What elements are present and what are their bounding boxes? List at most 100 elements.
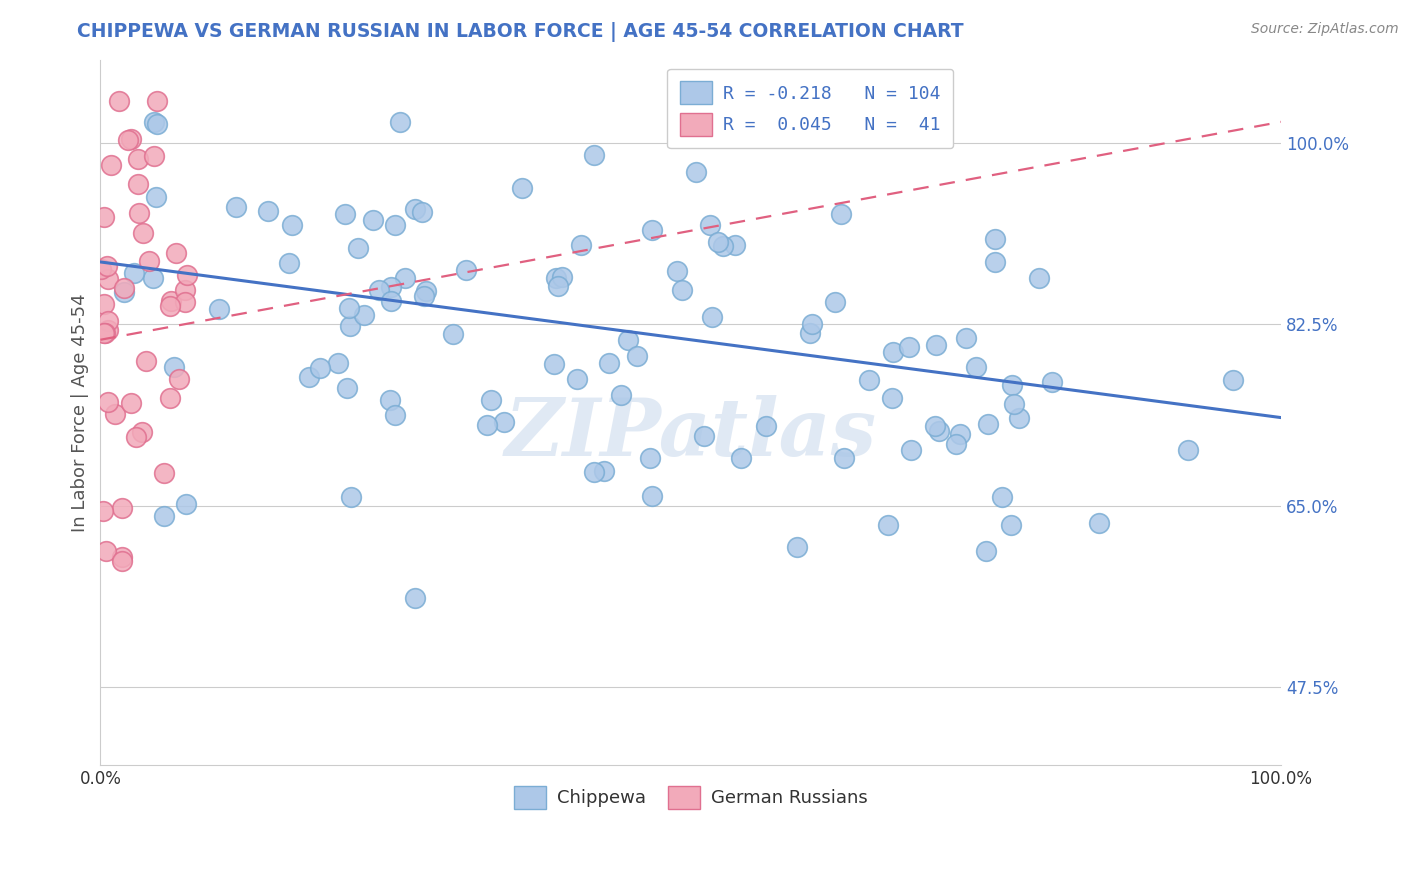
Point — [308, 361, 330, 376]
Point — [641, 489, 664, 503]
Point — [353, 308, 375, 322]
Point — [160, 294, 183, 309]
Point — [583, 148, 606, 162]
Point — [441, 327, 464, 342]
Point — [582, 465, 605, 479]
Legend: Chippewa, German Russians: Chippewa, German Russians — [506, 779, 875, 816]
Point — [277, 256, 299, 270]
Point — [339, 319, 361, 334]
Point — [882, 345, 904, 359]
Point — [112, 281, 135, 295]
Point — [858, 373, 880, 387]
Point — [167, 371, 190, 385]
Point — [641, 223, 664, 237]
Point — [786, 540, 808, 554]
Point — [1004, 397, 1026, 411]
Point — [882, 392, 904, 406]
Point — [547, 278, 569, 293]
Point — [900, 442, 922, 457]
Point — [138, 253, 160, 268]
Point — [492, 415, 515, 429]
Point — [336, 381, 359, 395]
Point — [100, 158, 122, 172]
Point — [159, 391, 181, 405]
Point — [127, 153, 149, 167]
Point — [384, 408, 406, 422]
Point — [984, 232, 1007, 246]
Point — [142, 115, 165, 129]
Point — [337, 301, 360, 315]
Point — [666, 264, 689, 278]
Point — [404, 591, 426, 606]
Point — [111, 500, 134, 515]
Point — [361, 212, 384, 227]
Point — [163, 360, 186, 375]
Point — [384, 218, 406, 232]
Point — [174, 497, 197, 511]
Point — [411, 205, 433, 219]
Point — [949, 426, 972, 441]
Point — [127, 177, 149, 191]
Point — [135, 354, 157, 368]
Point — [569, 238, 592, 252]
Point — [1000, 518, 1022, 533]
Point — [380, 392, 402, 407]
Point — [340, 490, 363, 504]
Point — [610, 388, 633, 402]
Text: CHIPPEWA VS GERMAN RUSSIAN IN LABOR FORCE | AGE 45-54 CORRELATION CHART: CHIPPEWA VS GERMAN RUSSIAN IN LABOR FORC… — [77, 22, 965, 42]
Point — [876, 518, 898, 533]
Point — [925, 338, 948, 352]
Point — [755, 418, 778, 433]
Point — [153, 509, 176, 524]
Point — [598, 356, 620, 370]
Point — [120, 396, 142, 410]
Point — [1008, 410, 1031, 425]
Point — [1028, 271, 1050, 285]
Point — [97, 323, 120, 337]
Point — [125, 430, 148, 444]
Point — [924, 419, 946, 434]
Point — [699, 219, 721, 233]
Point — [1177, 442, 1199, 457]
Point — [165, 245, 187, 260]
Point — [380, 294, 402, 309]
Y-axis label: In Labor Force | Age 45-54: In Labor Force | Age 45-54 — [72, 293, 89, 532]
Point — [945, 437, 967, 451]
Point — [121, 132, 143, 146]
Text: Source: ZipAtlas.com: Source: ZipAtlas.com — [1251, 22, 1399, 37]
Point — [824, 295, 846, 310]
Point — [257, 204, 280, 219]
Point — [93, 326, 115, 340]
Point — [97, 394, 120, 409]
Point — [368, 283, 391, 297]
Point — [700, 310, 723, 324]
Point — [159, 299, 181, 313]
Point — [380, 280, 402, 294]
Point — [832, 450, 855, 465]
Point — [94, 544, 117, 558]
Point — [333, 207, 356, 221]
Point — [145, 190, 167, 204]
Point — [93, 297, 115, 311]
Point — [830, 207, 852, 221]
Point — [475, 417, 498, 432]
Point — [173, 294, 195, 309]
Point — [93, 504, 115, 518]
Point — [97, 314, 120, 328]
Point — [326, 356, 349, 370]
Point — [415, 284, 437, 298]
Point — [112, 285, 135, 300]
Point — [117, 133, 139, 147]
Point — [551, 270, 574, 285]
Point — [173, 283, 195, 297]
Point — [1040, 375, 1063, 389]
Point — [143, 148, 166, 162]
Point — [176, 268, 198, 283]
Point — [671, 283, 693, 297]
Text: ZIPatlas: ZIPatlas — [505, 395, 877, 473]
Point — [626, 349, 648, 363]
Point — [693, 429, 716, 443]
Point — [225, 200, 247, 214]
Point — [110, 554, 132, 568]
Point — [724, 237, 747, 252]
